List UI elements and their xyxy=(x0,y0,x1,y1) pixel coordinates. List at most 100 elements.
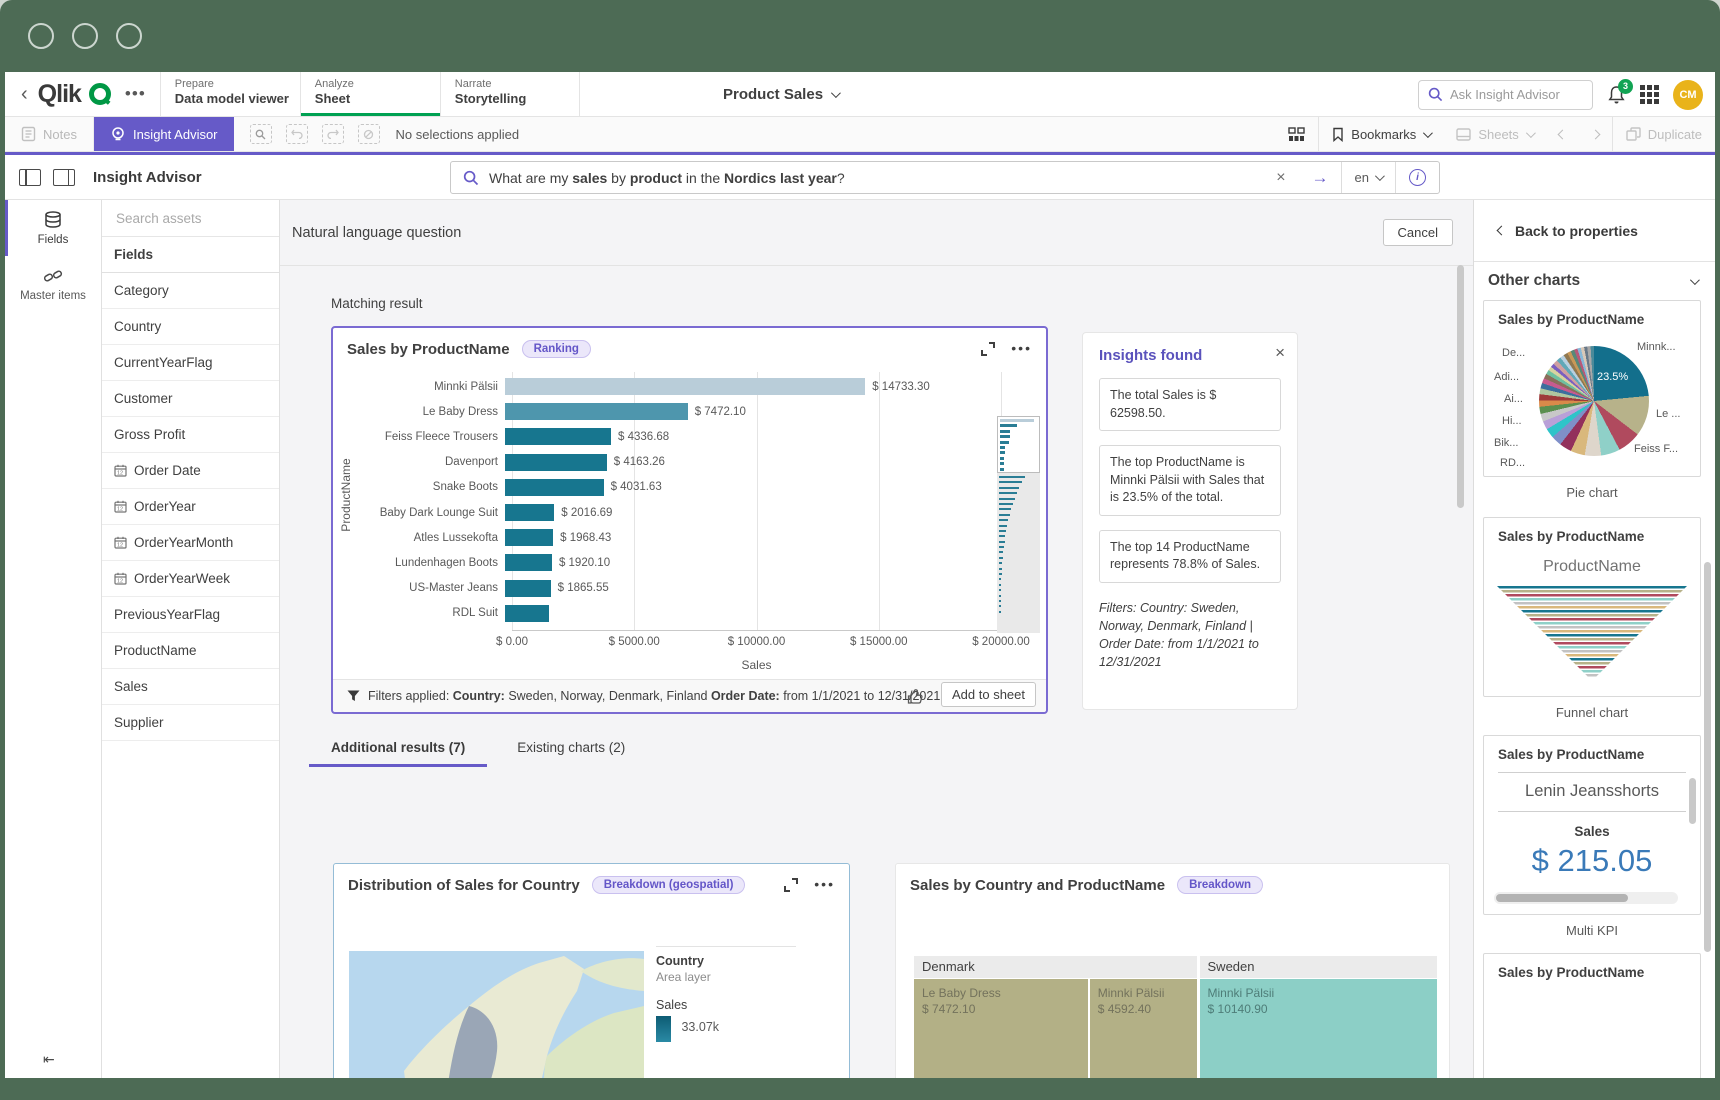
app-title-dropdown[interactable]: Product Sales xyxy=(723,72,841,117)
notes-icon xyxy=(21,126,36,142)
treemap-chart-card[interactable]: Sales by Country and ProductName Breakdo… xyxy=(895,863,1450,1078)
expand-icon[interactable] xyxy=(784,878,799,892)
funnel-chart-preview[interactable]: Sales by ProductName ProductName xyxy=(1483,517,1701,697)
sheets-dropdown[interactable]: Sheets xyxy=(1443,117,1545,151)
map-chart-card[interactable]: Distribution of Sales for Country Breakd… xyxy=(333,863,850,1078)
redo-selection-icon[interactable] xyxy=(321,124,344,144)
treemap-cell[interactable]: Minnki Pälsii $ 10140.90 xyxy=(1199,979,1437,1078)
sheet-grid-toggle[interactable] xyxy=(1275,117,1318,151)
field-item[interactable]: 12 OrderYearWeek xyxy=(102,561,279,597)
next-sheet-button[interactable] xyxy=(1579,117,1612,151)
bar-row[interactable]: Davenport $ 4163.26 xyxy=(341,450,1031,475)
qlik-logo[interactable]: Qlik xyxy=(37,79,82,108)
clear-selections-icon[interactable] xyxy=(357,124,380,144)
more-options-icon[interactable]: ••• xyxy=(124,84,146,103)
mini-nav-track[interactable] xyxy=(997,473,1040,633)
language-dropdown[interactable]: en xyxy=(1340,162,1395,193)
more-icon[interactable]: ••• xyxy=(1011,340,1032,357)
properties-scrollbar[interactable] xyxy=(1704,562,1711,952)
field-item[interactable]: Category xyxy=(102,273,279,309)
assets-search-input[interactable]: Search assets xyxy=(102,200,279,237)
thumbs-up-icon[interactable] xyxy=(907,688,924,705)
avatar[interactable]: CM xyxy=(1673,79,1703,110)
notes-button[interactable]: Notes xyxy=(5,117,94,151)
tab-existing-charts[interactable]: Existing charts (2) xyxy=(517,740,626,755)
main-scrollbar[interactable] xyxy=(1457,265,1464,508)
bar-row[interactable]: Lundenhagen Boots $ 1920.10 xyxy=(341,550,1031,575)
field-item[interactable]: ProductName xyxy=(102,633,279,669)
result-chart-card[interactable]: Sales by ProductName Ranking ••• Minnki … xyxy=(331,326,1048,714)
window-close-button[interactable] xyxy=(28,23,54,49)
field-item[interactable]: 12 OrderYear xyxy=(102,489,279,525)
fields-section-header[interactable]: Fields xyxy=(102,237,279,273)
bar-row[interactable]: Feiss Fleece Trousers $ 4336.68 xyxy=(341,424,1031,449)
field-item[interactable]: PreviousYearFlag xyxy=(102,597,279,633)
field-item[interactable]: Customer xyxy=(102,381,279,417)
tab-additional-results[interactable]: Additional results (7) xyxy=(308,740,488,767)
nl-query-input[interactable]: What are my sales by product in the Nord… xyxy=(450,161,1440,194)
rail-item-fields[interactable]: Fields xyxy=(5,200,101,256)
field-item[interactable]: Gross Profit xyxy=(102,417,279,453)
undo-selection-icon[interactable] xyxy=(285,124,308,144)
add-to-sheet-button[interactable]: Add to sheet xyxy=(941,682,1036,707)
field-label: Category xyxy=(114,283,169,298)
nordics-map[interactable] xyxy=(349,951,644,1078)
bar-row[interactable]: RDL Suit xyxy=(341,601,1031,626)
field-item[interactable]: 12 Order Date xyxy=(102,453,279,489)
insight-item[interactable]: The total Sales is $ 62598.50. xyxy=(1099,378,1281,431)
clear-query-icon[interactable]: × xyxy=(1276,168,1286,186)
window-zoom-button[interactable] xyxy=(116,23,142,49)
insight-item[interactable]: The top ProductName is Minnki Pälsii wit… xyxy=(1099,445,1281,516)
treemap-cell[interactable]: Le Baby Dress $ 7472.10 xyxy=(914,979,1088,1078)
info-button[interactable]: i xyxy=(1395,162,1439,193)
kpi-vertical-scrollbar[interactable] xyxy=(1689,778,1696,824)
more-icon[interactable]: ••• xyxy=(814,876,835,893)
bar-row[interactable]: Minnki Pälsii $ 14733.30 xyxy=(341,374,1031,399)
field-item[interactable]: Country xyxy=(102,309,279,345)
field-item[interactable]: 12 OrderYearMonth xyxy=(102,525,279,561)
toggle-left-panel-icon[interactable] xyxy=(19,168,41,186)
other-charts-section-header[interactable]: Other charts xyxy=(1474,262,1715,300)
nav-narrate[interactable]: Narrate Storytelling xyxy=(439,72,580,116)
global-search-input[interactable]: Ask Insight Advisor xyxy=(1418,79,1593,110)
close-icon[interactable]: × xyxy=(1275,343,1285,362)
nav-analyze[interactable]: Analyze Sheet xyxy=(299,72,440,116)
pie-chart-preview[interactable]: Sales by ProductName 23.5% Minnk... Le .… xyxy=(1483,300,1701,477)
back-to-properties-button[interactable]: Back to properties xyxy=(1474,200,1715,262)
nav-prepare[interactable]: Prepare Data model viewer xyxy=(159,72,300,116)
field-item[interactable]: CurrentYearFlag xyxy=(102,345,279,381)
rail-item-master-items[interactable]: Master items xyxy=(5,256,101,312)
field-item[interactable]: Sales xyxy=(102,669,279,705)
chart-mini-navigator[interactable] xyxy=(997,416,1040,633)
bar-row[interactable]: Baby Dark Lounge Suit $ 2016.69 xyxy=(341,500,1031,525)
previous-sheet-button[interactable] xyxy=(1546,117,1579,151)
cancel-button[interactable]: Cancel xyxy=(1382,219,1453,246)
bookmarks-dropdown[interactable]: Bookmarks xyxy=(1318,117,1443,151)
multi-kpi-preview[interactable]: Sales by ProductName Lenin Jeansshorts S… xyxy=(1483,735,1701,915)
insight-advisor-button[interactable]: Insight Advisor xyxy=(93,117,234,151)
collapse-panel-icon[interactable]: ⇤ xyxy=(43,1051,55,1067)
bar-row[interactable]: Snake Boots $ 4031.63 xyxy=(341,475,1031,500)
toggle-right-panel-icon[interactable] xyxy=(53,168,75,186)
kpi-horizontal-scrollbar[interactable] xyxy=(1494,892,1678,904)
expand-icon[interactable] xyxy=(981,342,996,356)
bar-chart-preview[interactable]: Sales by ProductName SuitCaT xyxy=(1483,953,1701,1078)
duplicate-button[interactable]: Duplicate xyxy=(1611,117,1715,151)
back-chevron-icon[interactable]: ‹ xyxy=(21,83,28,105)
field-item[interactable]: Supplier xyxy=(102,705,279,741)
mini-bar xyxy=(999,551,1004,554)
mini-nav-viewport[interactable] xyxy=(997,416,1040,473)
bar-row[interactable]: US-Master Jeans $ 1865.55 xyxy=(341,576,1031,601)
bar-row[interactable]: Atles Lussekofta $ 1968.43 xyxy=(341,525,1031,550)
bar-row[interactable]: Le Baby Dress $ 7472.10 xyxy=(341,399,1031,424)
insight-item[interactable]: The top 14 ProductName represents 78.8% … xyxy=(1099,529,1281,583)
notifications-button[interactable]: 3 xyxy=(1607,78,1633,105)
calendar-icon: 12 xyxy=(114,536,127,549)
treemap-cell[interactable]: Minnki Pälsii $ 4592.40 xyxy=(1089,979,1197,1078)
nl-query-text: What are my sales by product in the Nord… xyxy=(489,170,1262,186)
pie-label: De... xyxy=(1502,347,1526,359)
app-grid-icon[interactable] xyxy=(1640,85,1659,104)
submit-query-icon[interactable]: → xyxy=(1311,167,1329,187)
smart-search-icon[interactable] xyxy=(249,124,272,144)
window-minimize-button[interactable] xyxy=(72,23,98,49)
